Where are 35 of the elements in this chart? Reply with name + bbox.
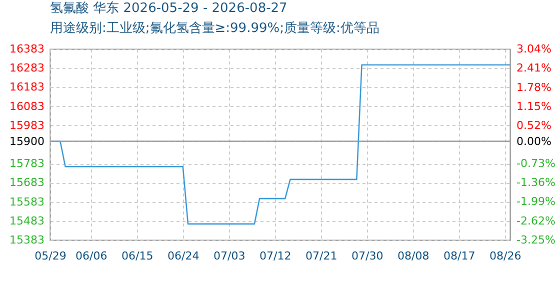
chart-subtitle: 用途级别:工业级;氟化氢含量≥:99.99%;质量等级:优等品: [50, 21, 380, 36]
y2-tick-label: -0.73%: [516, 156, 556, 170]
y-tick-label: 15900: [10, 134, 44, 148]
y-tick-label: 16083: [10, 100, 44, 113]
y2-tick-label: -1.36%: [516, 176, 556, 190]
y-tick-label: 16183: [10, 80, 44, 94]
y-tick-label: 16283: [10, 62, 44, 75]
x-tick-label: 07/30: [352, 250, 384, 262]
y2-tick-label: -3.25%: [516, 234, 556, 246]
x-tick-label: 05/29: [34, 250, 66, 262]
y2-tick-label: 0.52%: [516, 119, 552, 132]
y-tick-label: 15783: [10, 157, 44, 170]
x-tick-label: 08/17: [444, 250, 476, 262]
chart-title: 氢氟酸 华东 2026-05-29 - 2026-08-27: [50, 1, 288, 16]
y-tick-label: 15583: [10, 195, 44, 208]
y2-tick-label: 1.78%: [516, 80, 552, 94]
y2-tick-label: 1.15%: [516, 100, 552, 113]
x-tick-label: 07/21: [306, 250, 338, 262]
y-tick-label: 15483: [10, 214, 44, 228]
x-tick-label: 07/12: [260, 250, 292, 262]
x-tick-label: 06/24: [168, 250, 200, 262]
y2-tick-label: 2.41%: [516, 62, 552, 75]
y-tick-label: 15383: [10, 234, 44, 246]
y-tick-label: 15683: [10, 176, 44, 190]
x-tick-label: 06/15: [122, 250, 154, 262]
x-tick-label: 06/06: [76, 250, 108, 262]
y-tick-label: 15983: [10, 118, 44, 132]
x-tick-label: 08/08: [398, 250, 430, 262]
y2-tick-label: -1.99%: [516, 195, 556, 208]
y-tick-label: 16383: [10, 42, 44, 56]
x-tick-label: 08/26: [490, 250, 522, 262]
x-tick-label: 07/03: [214, 250, 246, 262]
y2-tick-label: -2.62%: [516, 214, 556, 228]
y2-tick-label: 0.00%: [516, 134, 552, 148]
y2-tick-label: 3.04%: [516, 42, 552, 56]
